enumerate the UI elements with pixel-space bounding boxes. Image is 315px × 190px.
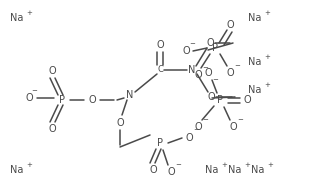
Text: O: O	[149, 165, 157, 175]
Text: P: P	[217, 95, 223, 105]
Text: Na: Na	[228, 165, 241, 175]
Text: −: −	[189, 41, 195, 47]
Text: −: −	[175, 162, 181, 168]
Text: N: N	[126, 90, 134, 100]
Text: +: +	[26, 10, 32, 16]
Text: O: O	[167, 167, 175, 177]
Text: −: −	[212, 77, 218, 83]
Text: O: O	[156, 40, 164, 50]
Text: O: O	[185, 133, 193, 143]
Text: Na: Na	[248, 13, 261, 23]
Text: Na: Na	[10, 13, 23, 23]
Text: −: −	[31, 88, 37, 94]
Text: O: O	[194, 122, 202, 132]
Text: C: C	[157, 66, 163, 74]
Text: O: O	[229, 122, 237, 132]
Text: Na: Na	[248, 57, 261, 67]
Text: O: O	[226, 68, 234, 78]
Text: −: −	[234, 63, 240, 69]
Text: O: O	[207, 92, 215, 102]
Text: +: +	[221, 162, 227, 168]
Text: O: O	[48, 124, 56, 134]
Text: O: O	[88, 95, 96, 105]
Text: +: +	[264, 82, 270, 88]
Text: −: −	[202, 117, 208, 123]
Text: O: O	[204, 68, 212, 78]
Text: P: P	[59, 95, 65, 105]
Text: O: O	[206, 38, 214, 48]
Text: O: O	[226, 20, 234, 30]
Text: +: +	[264, 10, 270, 16]
Text: P: P	[212, 43, 218, 53]
Text: N: N	[188, 65, 196, 75]
Text: O: O	[116, 118, 124, 128]
Text: −: −	[237, 117, 243, 123]
Text: O: O	[25, 93, 33, 103]
Text: P: P	[157, 138, 163, 148]
Text: O: O	[194, 70, 202, 80]
Text: +: +	[26, 162, 32, 168]
Text: Na: Na	[10, 165, 23, 175]
Text: Na: Na	[248, 85, 261, 95]
Text: O: O	[48, 66, 56, 76]
Text: −: −	[193, 127, 199, 133]
Text: +: +	[264, 54, 270, 60]
Text: O: O	[182, 46, 190, 56]
Text: +: +	[267, 162, 273, 168]
Text: −: −	[202, 65, 208, 71]
Text: Na: Na	[251, 165, 264, 175]
Text: O: O	[243, 95, 251, 105]
Text: Na: Na	[205, 165, 218, 175]
Text: +: +	[244, 162, 250, 168]
